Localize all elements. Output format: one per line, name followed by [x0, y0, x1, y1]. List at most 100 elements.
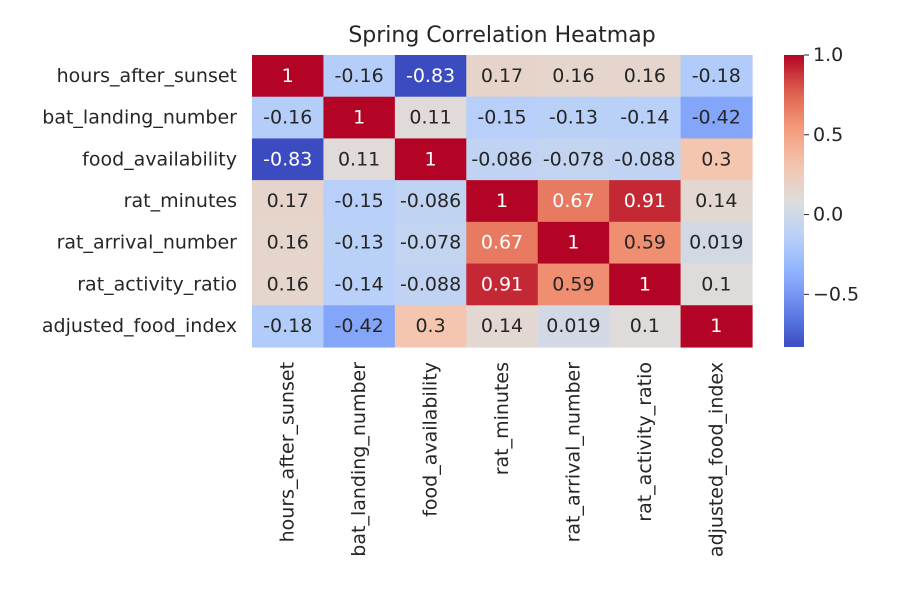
y-tick-label: hours_after_sunset	[57, 65, 237, 87]
heatmap-cell	[680, 180, 753, 223]
cell-value-label: 1	[710, 315, 722, 337]
heatmap-cell	[252, 138, 325, 181]
cell-value-label: 0.3	[415, 315, 445, 337]
y-tick-label: rat_activity_ratio	[77, 273, 237, 295]
heatmap-cell	[466, 305, 539, 348]
cell-value-label: -0.16	[263, 107, 312, 129]
heatmap-cell	[252, 263, 325, 306]
y-tick-label: food_availability	[82, 148, 237, 170]
cell-value-label: -0.18	[263, 315, 312, 337]
heatmap-cell	[252, 96, 325, 140]
cell-value-label: -0.16	[335, 65, 384, 87]
cell-value-label: 1	[425, 148, 437, 170]
cell-value-label: -0.13	[549, 107, 598, 129]
cell-value-label: -0.14	[335, 273, 384, 295]
colorbar	[784, 55, 804, 347]
heatmap-cell	[323, 180, 396, 223]
cell-value-label: 0.16	[624, 65, 666, 87]
cell-value-label: 0.1	[701, 273, 731, 295]
cell-value-label: -0.14	[620, 107, 669, 129]
cell-value-label: -0.086	[400, 190, 461, 212]
heatmap-cell	[609, 263, 682, 306]
x-tick-label: rat_activity_ratio	[634, 362, 656, 522]
cell-value-label: -0.078	[543, 148, 604, 170]
cell-value-label: 0.91	[624, 190, 666, 212]
y-tick-label: adjusted_food_index	[42, 315, 237, 337]
heatmap-cell	[537, 305, 610, 348]
cell-value-label: -0.15	[335, 190, 384, 212]
heatmap-cell	[323, 138, 396, 181]
cell-value-label: 1	[639, 273, 651, 295]
x-tick-label: rat_minutes	[491, 362, 513, 475]
heatmap-cell	[537, 263, 610, 306]
heatmap-cell-labels: 1 -0.16 -0.83 0.17 0.16 0.16 -0.18-0.16 1 0.11 -0…	[263, 65, 743, 337]
y-tick-labels: hours_after_sunset bat_landing_numberfood…	[42, 65, 237, 337]
cell-value-label: -0.13	[335, 232, 384, 254]
heatmap-cell	[466, 138, 539, 181]
heatmap-cell	[609, 138, 682, 181]
cell-value-label: 1	[353, 107, 365, 129]
heatmap-cell	[537, 55, 610, 98]
heatmap-cell	[394, 221, 467, 265]
cell-value-label: 0.16	[552, 65, 594, 87]
x-tick-label: adjusted_food_index	[705, 362, 727, 557]
heatmap-cell	[323, 55, 396, 98]
heatmap-cell	[466, 180, 539, 223]
heatmap-cell	[609, 96, 682, 140]
y-tick-label: rat_arrival_number	[57, 232, 238, 254]
heatmap-cells	[252, 55, 753, 348]
cell-value-label: 0.59	[552, 273, 594, 295]
heatmap-cell	[609, 55, 682, 98]
heatmap-cell	[609, 305, 682, 348]
cell-value-label: 0.17	[267, 190, 309, 212]
colorbar-tick-label: −0.5	[813, 283, 859, 305]
heatmap-cell	[466, 221, 539, 265]
chart-title: Spring Correlation Heatmap	[348, 23, 655, 48]
x-tick-label: hours_after_sunset	[277, 362, 299, 542]
heatmap-cell	[680, 263, 753, 306]
cell-value-label: -0.83	[406, 65, 455, 87]
cell-value-label: -0.42	[335, 315, 384, 337]
heatmap-cell	[323, 96, 396, 140]
cell-value-label: 0.16	[267, 232, 309, 254]
x-tick-labels: hours_after_sunset bat_landing_number food…	[277, 362, 728, 557]
colorbar-tick-label: 0.5	[813, 124, 843, 146]
x-tick-label: rat_arrival_number	[562, 362, 584, 543]
cell-value-label: 0.11	[338, 148, 380, 170]
heatmap-cell	[680, 305, 753, 348]
cell-value-label: 1	[496, 190, 508, 212]
cell-value-label: 0.019	[689, 232, 743, 254]
heatmap-cell	[394, 55, 467, 98]
heatmap-cell	[252, 180, 325, 223]
cell-value-label: -0.078	[400, 232, 461, 254]
cell-value-label: -0.15	[477, 107, 526, 129]
cell-value-label: 0.14	[695, 190, 737, 212]
heatmap-cell	[394, 180, 467, 223]
heatmap-cell	[466, 55, 539, 98]
heatmap-cell	[537, 221, 610, 265]
colorbar-tick-label: 0.0	[813, 204, 843, 226]
y-tick-label: rat_minutes	[124, 190, 237, 212]
heatmap-cell	[466, 263, 539, 306]
heatmap-cell	[394, 263, 467, 306]
cell-value-label: -0.83	[263, 148, 312, 170]
heatmap-cell	[680, 138, 753, 181]
x-tick-label: bat_landing_number	[348, 362, 370, 557]
heatmap-cell	[394, 305, 467, 348]
heatmap-cell	[466, 96, 539, 140]
heatmap-cell	[394, 138, 467, 181]
heatmap-cell	[537, 180, 610, 223]
heatmap-cell	[680, 96, 753, 140]
cell-value-label: 0.16	[267, 273, 309, 295]
heatmap-cell	[609, 221, 682, 265]
cell-value-label: 0.91	[481, 273, 523, 295]
cell-value-label: 0.019	[546, 315, 600, 337]
cell-value-label: 0.14	[481, 315, 523, 337]
cell-value-label: -0.088	[400, 273, 461, 295]
cell-value-label: -0.086	[471, 148, 532, 170]
heatmap-cell	[252, 221, 325, 265]
cell-value-label: 1	[567, 232, 579, 254]
cell-value-label: 0.11	[409, 107, 451, 129]
heatmap-cell	[394, 96, 467, 140]
